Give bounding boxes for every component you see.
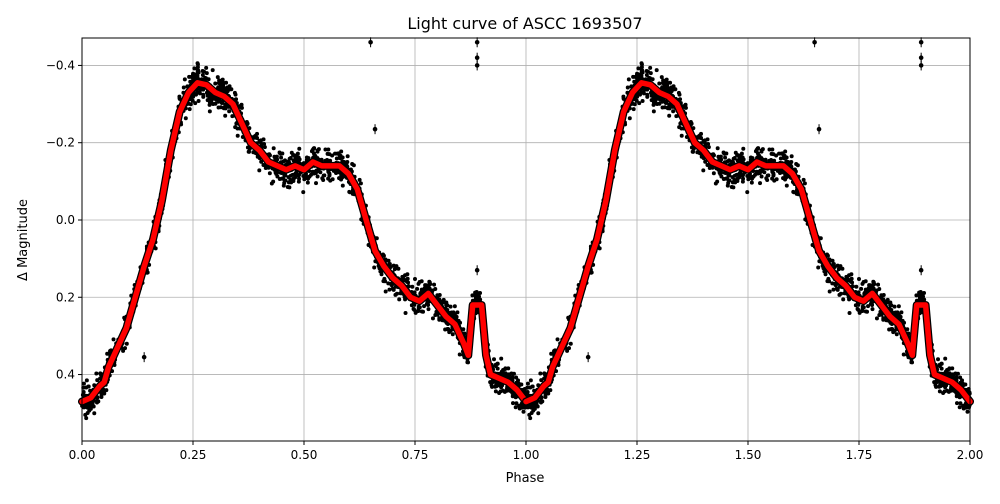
x-tick-label: 1.25 [624, 448, 651, 462]
model-curve [78, 78, 974, 406]
outlier-point [474, 63, 480, 68]
outlier-point [918, 39, 924, 45]
chart-title: Light curve of ASCC 1693507 [407, 14, 642, 33]
model-curve-line [79, 80, 529, 405]
x-tick-label: 2.00 [957, 448, 984, 462]
outlier-point [368, 39, 373, 45]
y-axis-ticks: −0.4 −0.2 0.0 0.2 0.4 [46, 58, 82, 382]
y-tick-label: 0.0 [56, 213, 75, 227]
outlier-point [816, 126, 822, 132]
outlier-point [918, 55, 924, 61]
outlier-point [918, 63, 924, 68]
outlier-point [918, 267, 924, 273]
outlier-point [141, 354, 147, 360]
x-tick-label: 1.75 [846, 448, 873, 462]
x-tick-label: 1.50 [735, 448, 762, 462]
y-tick-label: 0.2 [56, 290, 75, 304]
y-tick-label: −0.2 [46, 136, 75, 150]
x-axis-ticks: 0.00 0.25 0.50 0.75 1.00 1.25 1.50 1.75 2.00 [69, 441, 984, 462]
model-curve-line [523, 80, 973, 405]
y-tick-label: −0.4 [46, 58, 75, 72]
y-axis-label: Δ Magnitude [16, 199, 31, 281]
x-tick-label: 0.50 [291, 448, 318, 462]
x-axis-label: Phase [506, 471, 545, 486]
outlier-point [585, 354, 591, 360]
outlier-point [474, 39, 480, 45]
y-tick-label: 0.4 [56, 368, 75, 382]
x-tick-label: 0.75 [402, 448, 429, 462]
outlier-point [812, 39, 817, 45]
outlier-point [474, 55, 480, 61]
observation-points [80, 37, 972, 421]
x-tick-label: 0.25 [180, 448, 207, 462]
outlier-point [474, 267, 480, 273]
x-tick-label: 0.00 [69, 448, 96, 462]
x-tick-label: 1.00 [513, 448, 540, 462]
outlier-point [372, 126, 378, 132]
